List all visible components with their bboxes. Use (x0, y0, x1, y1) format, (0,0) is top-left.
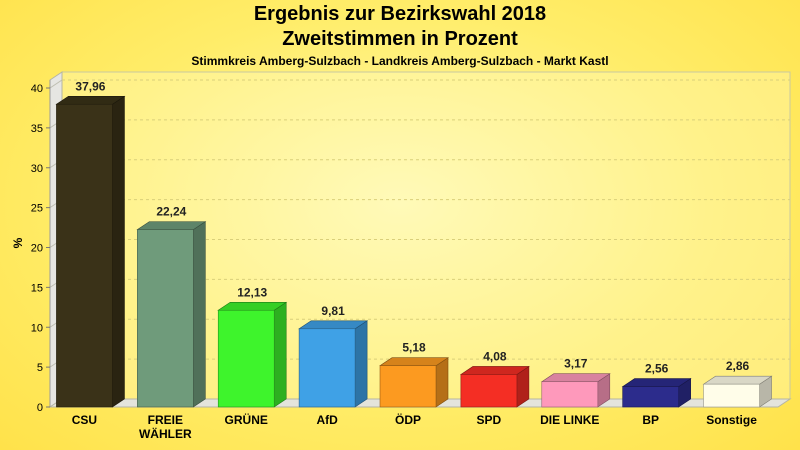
bar (703, 383, 760, 408)
y-tick-label: 25 (31, 203, 43, 215)
x-tick-label: BP (642, 413, 659, 427)
y-tick-label: 5 (37, 362, 43, 374)
data-label: 5,18 (402, 341, 426, 355)
y-tick-label: 30 (31, 163, 43, 175)
bar-top (379, 357, 449, 366)
x-tick-label: DIE LINKE (540, 413, 599, 427)
bar-top (540, 373, 611, 383)
y-axis-label: % (11, 237, 25, 248)
bar-side (273, 301, 287, 408)
x-tick-label: WÄHLER (139, 426, 192, 441)
gridline-side (49, 79, 63, 89)
chart-subtitle: Zweitstimmen in Prozent (282, 28, 518, 50)
y-tick-label: 15 (31, 282, 43, 294)
x-tick-label: SPD (477, 413, 502, 427)
data-label: 37,96 (75, 79, 105, 93)
bar (379, 365, 437, 408)
bar-side (354, 320, 368, 408)
bar-top (136, 221, 207, 230)
y-tick-label: 40 (31, 83, 43, 95)
data-label: 9,81 (321, 304, 345, 318)
data-label: 22,24 (156, 205, 186, 219)
bar-top (621, 378, 692, 387)
bar (541, 381, 599, 408)
x-tick-label: CSU (72, 413, 97, 427)
y-tick-label: 20 (31, 243, 43, 255)
bar (137, 229, 194, 408)
bar (217, 309, 275, 408)
bar (460, 374, 518, 408)
chart-title: Ergebnis zur Bezirkswahl 2018 (253, 3, 547, 25)
x-tick-label: Sonstige (706, 413, 757, 427)
x-tick-label: GRÜNE (225, 412, 268, 427)
bar (56, 103, 113, 408)
bar-top (55, 95, 126, 105)
bar-side (193, 221, 206, 408)
data-label: 3,17 (564, 357, 588, 371)
bar (298, 328, 356, 408)
bar-top (298, 320, 369, 330)
bar-side (112, 95, 125, 408)
bar-top (217, 301, 288, 311)
x-tick-label: ÖDP (395, 412, 421, 427)
bar-top (702, 375, 773, 385)
data-label: 12,13 (237, 285, 267, 299)
y-tick-label: 35 (31, 123, 43, 135)
y-tick-label: 10 (31, 322, 43, 334)
data-label: 4,08 (483, 349, 507, 363)
x-tick-label: FREIE (148, 413, 183, 427)
x-tick-label: AfD (316, 413, 338, 427)
bar-top (459, 366, 530, 375)
bar (622, 386, 679, 408)
data-label: 2,86 (726, 359, 750, 373)
y-tick-label: 0 (37, 402, 43, 414)
data-label: 2,56 (645, 362, 669, 376)
chart-region-subtitle: Stimmkreis Amberg-Sulzbach - Landkreis A… (191, 54, 609, 68)
bar-side (435, 357, 449, 408)
